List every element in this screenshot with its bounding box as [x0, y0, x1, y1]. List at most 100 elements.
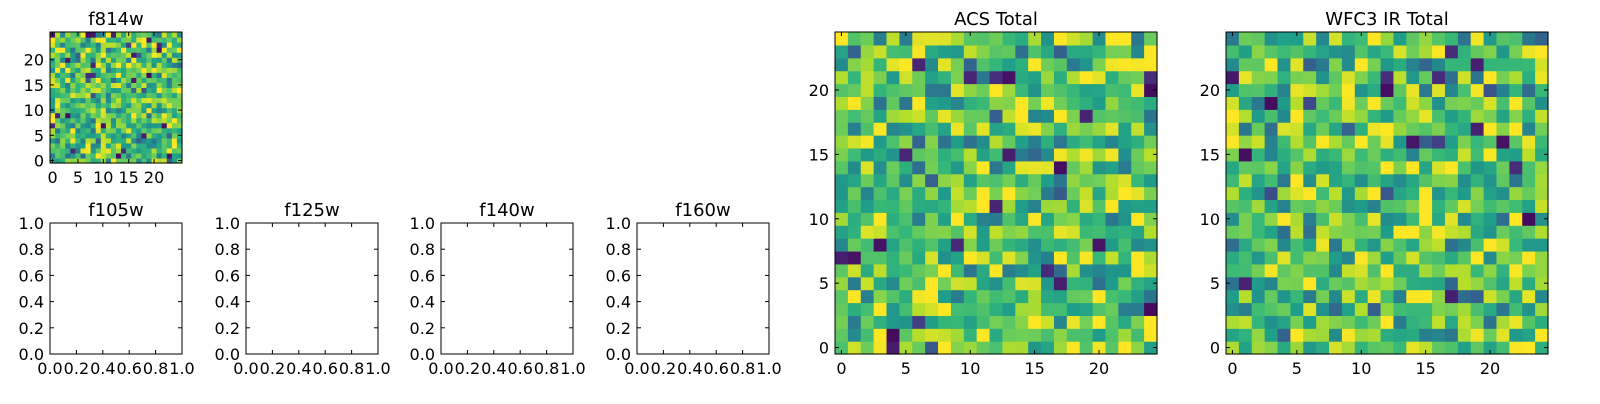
- heatmap-cell: [1316, 238, 1330, 252]
- heatmap-cell: [171, 112, 178, 119]
- heatmap-cell: [171, 82, 178, 89]
- heatmap-cell: [100, 107, 107, 114]
- heatmap-cell: [116, 57, 122, 63]
- heatmap-cell: [90, 112, 97, 119]
- heatmap-cell: [146, 57, 153, 63]
- heatmap-cell: [166, 112, 173, 119]
- heatmap-cell: [166, 97, 173, 104]
- heatmap-cell: [50, 62, 56, 68]
- heatmap-cell: [1131, 302, 1145, 316]
- heatmap-cell: [1277, 238, 1291, 252]
- heatmap-cell: [860, 250, 875, 265]
- heatmap-cell: [85, 107, 92, 114]
- heatmap-cell: [1457, 32, 1472, 46]
- heatmap-cell: [1457, 135, 1472, 149]
- heatmap-cell: [1509, 199, 1523, 213]
- heatmap-cell: [126, 137, 132, 144]
- heatmap-cell: [85, 42, 92, 48]
- heatmap-cell: [1483, 302, 1498, 316]
- heatmap-cell: [55, 37, 61, 43]
- heatmap-cell: [1015, 302, 1029, 316]
- heatmap-cell: [121, 137, 127, 144]
- heatmap-cell: [1354, 302, 1369, 316]
- heatmap-cell: [938, 83, 952, 97]
- heatmap-cell: [100, 132, 107, 139]
- heatmap-cell: [1092, 122, 1107, 136]
- heatmap-cell: [1066, 44, 1081, 59]
- heatmap-cell: [1131, 199, 1145, 213]
- heatmap-cell: [136, 132, 142, 139]
- heatmap-cell: [1015, 250, 1029, 265]
- heatmap-cell: [171, 62, 178, 68]
- heatmap-cell: [1092, 186, 1107, 201]
- heatmap-cell: [860, 173, 875, 188]
- heatmap-cell: [860, 225, 875, 239]
- heatmap-cell: [116, 127, 122, 134]
- heatmap-cell: [1470, 250, 1485, 265]
- heatmap-cell: [1354, 225, 1369, 239]
- heatmap-cell: [1496, 96, 1510, 110]
- heatmap-cell: [1496, 44, 1510, 59]
- heatmap-cell: [110, 57, 117, 63]
- heatmap-cell: [1470, 263, 1485, 278]
- heatmap-cell: [1144, 160, 1158, 175]
- heatmap-cell: [75, 67, 82, 73]
- heatmap-cell: [110, 132, 117, 139]
- heatmap-cell: [1444, 302, 1459, 316]
- heatmap-cell: [1457, 250, 1472, 265]
- heatmap-cell: [90, 122, 97, 129]
- heatmap-cell: [70, 132, 76, 139]
- heatmap-cell: [950, 199, 965, 213]
- heatmap-cell: [131, 127, 137, 134]
- heatmap-cell: [1367, 70, 1382, 85]
- heatmap-cell: [1290, 328, 1304, 342]
- heatmap-cell: [873, 199, 888, 213]
- heatmap-cell: [60, 127, 66, 134]
- heatmap-cell: [1238, 109, 1253, 123]
- heatmap-cell: [151, 72, 158, 78]
- heatmap-cell: [1079, 96, 1094, 110]
- heatmap-cell: [1277, 186, 1291, 201]
- heatmap-cell: [847, 173, 862, 188]
- heatmap-cell: [835, 250, 849, 265]
- heatmap-cell: [1028, 135, 1042, 149]
- heatmap-cell: [131, 137, 137, 144]
- heatmap-cell: [166, 122, 173, 129]
- heatmap-cell: [989, 250, 1004, 265]
- heatmap-cell: [1483, 44, 1498, 59]
- heatmap-cell: [1118, 32, 1132, 46]
- heatmap-cell: [1092, 238, 1107, 252]
- heatmap-cell: [989, 83, 1004, 97]
- heatmap-cell: [90, 42, 97, 48]
- heatmap-cell: [1341, 44, 1356, 59]
- heatmap-cell: [55, 82, 61, 89]
- heatmap-cell: [131, 112, 137, 119]
- heatmap-cell: [1053, 225, 1068, 239]
- heatmap-cell: [131, 122, 137, 129]
- heatmap-cell: [105, 47, 112, 53]
- heatmap-cell: [1251, 160, 1266, 175]
- heatmap-cell: [1329, 315, 1343, 329]
- heatmap-cell: [141, 47, 148, 53]
- heatmap-cell: [963, 186, 978, 201]
- heatmap-cell: [1341, 70, 1356, 85]
- heatmap-cell: [146, 137, 153, 144]
- heatmap-cell: [925, 147, 939, 162]
- heatmap-cell: [1419, 199, 1433, 213]
- heatmap-cell: [1522, 250, 1536, 265]
- heatmap-cell: [835, 57, 849, 72]
- heatmap-cell: [90, 152, 97, 159]
- heatmap-cell: [976, 328, 991, 342]
- heatmap-cell: [1341, 212, 1356, 226]
- heatmap-cell: [1131, 263, 1145, 278]
- heatmap-cell: [963, 109, 978, 123]
- heatmap-cell: [75, 52, 82, 58]
- heatmap-cell: [1066, 328, 1081, 342]
- heatmap-cell: [1329, 44, 1343, 59]
- heatmap-cell: [85, 92, 92, 99]
- heatmap-cell: [1354, 147, 1369, 162]
- heatmap-cell: [835, 147, 849, 162]
- heatmap-cell: [886, 147, 900, 162]
- panel-title: WFC3 IR Total: [1325, 9, 1448, 30]
